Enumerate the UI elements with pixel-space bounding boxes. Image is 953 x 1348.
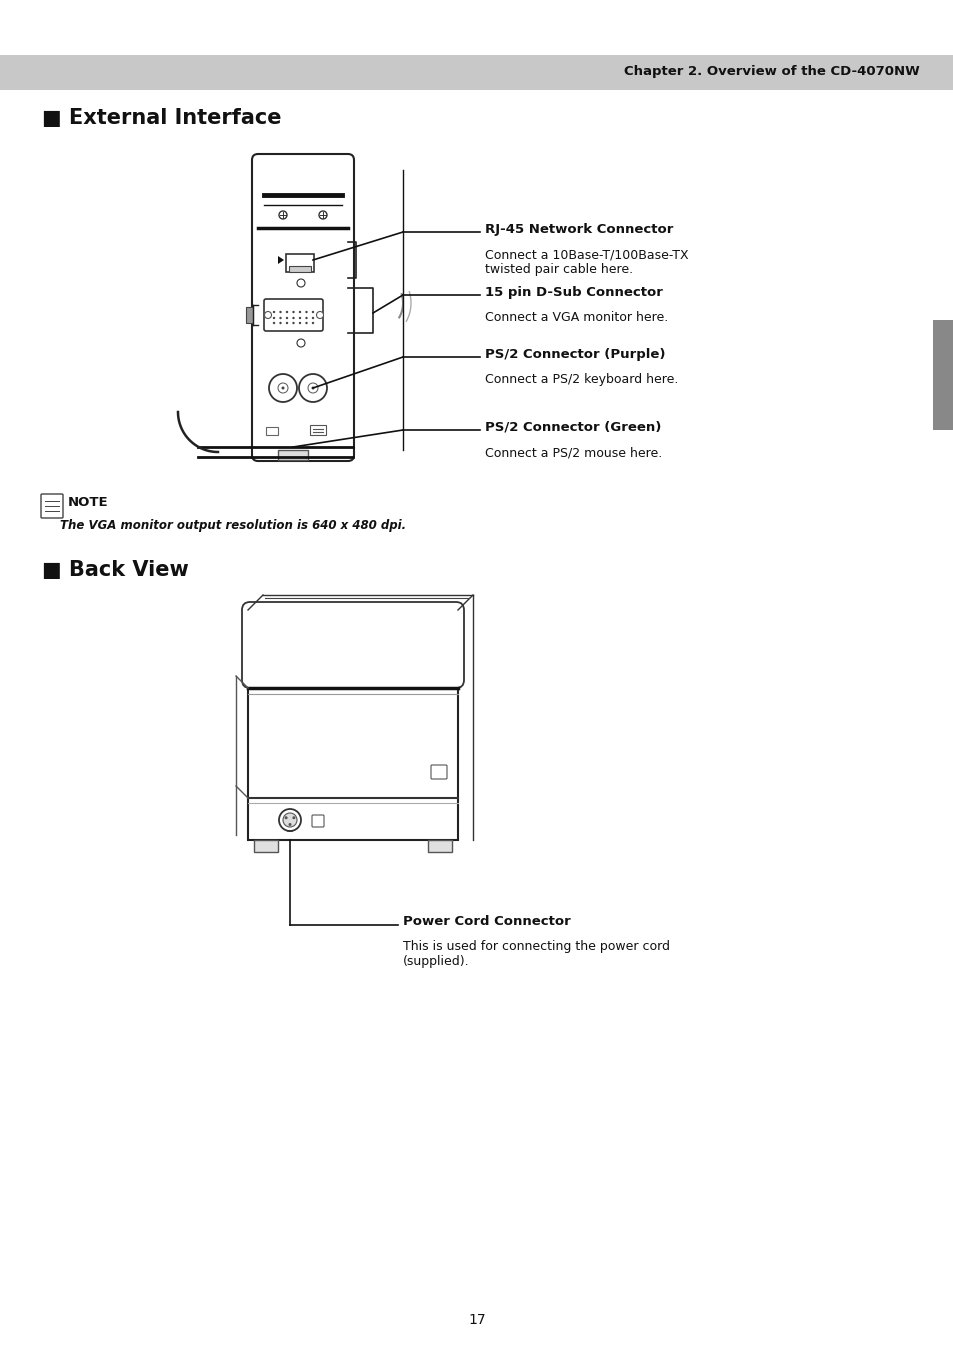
Text: Connect a 10Base-T/100Base-TX
twisted pair cable here.: Connect a 10Base-T/100Base-TX twisted pa… — [484, 248, 688, 276]
Circle shape — [305, 322, 308, 325]
Circle shape — [312, 311, 314, 313]
Circle shape — [279, 322, 281, 325]
Circle shape — [273, 311, 274, 313]
Text: Connect a PS/2 mouse here.: Connect a PS/2 mouse here. — [484, 446, 661, 460]
Circle shape — [305, 317, 308, 319]
Circle shape — [264, 311, 272, 318]
Text: The VGA monitor output resolution is 640 x 480 dpi.: The VGA monitor output resolution is 640… — [60, 519, 406, 532]
Circle shape — [308, 383, 317, 394]
Circle shape — [298, 322, 301, 325]
Text: 17: 17 — [468, 1313, 485, 1326]
Text: RJ-45 Network Connector: RJ-45 Network Connector — [484, 222, 673, 236]
Circle shape — [269, 373, 296, 402]
FancyBboxPatch shape — [312, 816, 324, 828]
Bar — [246, 307, 253, 324]
Bar — [286, 253, 314, 272]
Text: ■ External Interface: ■ External Interface — [42, 108, 281, 128]
Text: Power Cord Connector: Power Cord Connector — [402, 915, 570, 927]
Circle shape — [286, 311, 288, 313]
Circle shape — [292, 322, 294, 325]
Circle shape — [278, 212, 287, 218]
Circle shape — [273, 317, 274, 319]
FancyBboxPatch shape — [41, 493, 63, 518]
Bar — [253, 840, 277, 852]
Circle shape — [286, 322, 288, 325]
Polygon shape — [277, 256, 284, 264]
Circle shape — [278, 809, 301, 830]
Circle shape — [283, 813, 296, 828]
Circle shape — [279, 317, 281, 319]
FancyBboxPatch shape — [431, 766, 447, 779]
Circle shape — [288, 824, 292, 826]
Circle shape — [279, 311, 281, 313]
Bar — [277, 450, 308, 460]
FancyBboxPatch shape — [252, 154, 354, 461]
Text: Chapter 2. Overview of the CD-4070NW: Chapter 2. Overview of the CD-4070NW — [623, 66, 919, 78]
Text: 15 pin D-Sub Connector: 15 pin D-Sub Connector — [484, 286, 662, 299]
Circle shape — [316, 311, 323, 318]
Circle shape — [296, 279, 305, 287]
Circle shape — [312, 322, 314, 325]
Circle shape — [273, 322, 274, 325]
Circle shape — [292, 817, 295, 820]
Text: Connect a PS/2 keyboard here.: Connect a PS/2 keyboard here. — [484, 373, 678, 386]
Circle shape — [312, 387, 314, 390]
Bar — [264, 164, 341, 195]
Circle shape — [277, 383, 288, 394]
Circle shape — [292, 317, 294, 319]
Bar — [266, 427, 277, 435]
FancyBboxPatch shape — [242, 603, 463, 687]
Circle shape — [298, 317, 301, 319]
Bar — [248, 611, 457, 840]
Circle shape — [296, 338, 305, 346]
Circle shape — [286, 317, 288, 319]
Text: NOTE: NOTE — [68, 496, 109, 510]
Text: PS/2 Connector (Purple): PS/2 Connector (Purple) — [484, 348, 665, 361]
Circle shape — [298, 373, 327, 402]
FancyBboxPatch shape — [264, 299, 323, 332]
Circle shape — [281, 387, 284, 390]
Circle shape — [292, 311, 294, 313]
Bar — [0, 55, 953, 90]
Circle shape — [312, 317, 314, 319]
Circle shape — [298, 311, 301, 313]
Text: This is used for connecting the power cord
(supplied).: This is used for connecting the power co… — [402, 940, 669, 968]
Text: ■ Back View: ■ Back View — [42, 559, 189, 580]
Circle shape — [284, 817, 287, 820]
Bar — [932, 319, 953, 430]
Text: Connect a VGA monitor here.: Connect a VGA monitor here. — [484, 311, 667, 324]
Circle shape — [318, 212, 327, 218]
Text: PS/2 Connector (Green): PS/2 Connector (Green) — [484, 421, 660, 434]
Bar — [289, 266, 311, 272]
Bar — [428, 840, 452, 852]
Circle shape — [305, 311, 308, 313]
Bar — [310, 425, 326, 435]
